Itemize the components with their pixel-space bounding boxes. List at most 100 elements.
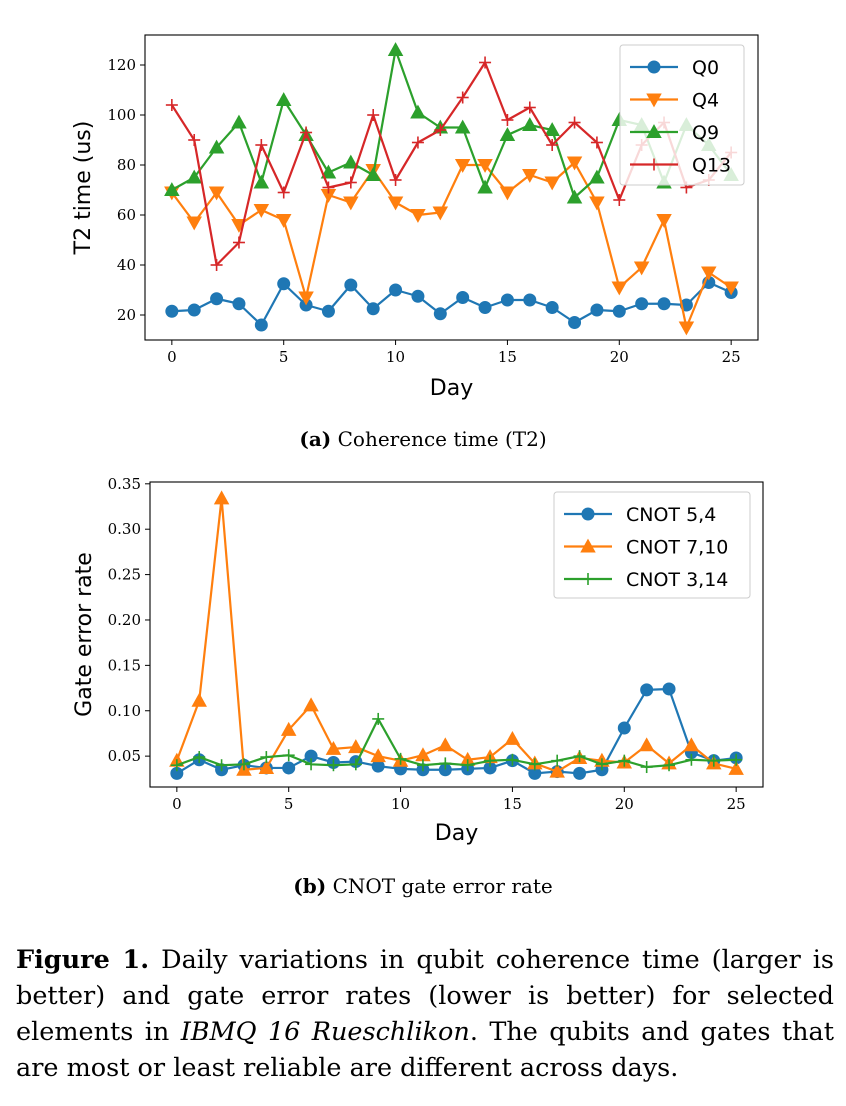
chartb-data-point <box>416 759 429 772</box>
charta-data-point <box>499 186 516 201</box>
charta-data-point <box>210 259 223 271</box>
chartb-plot-frame <box>149 481 764 788</box>
charta-data-point <box>477 158 493 173</box>
chartb-data-point <box>461 759 474 772</box>
charta-data-point <box>255 139 268 151</box>
charta-data-point <box>387 196 404 211</box>
chartb-data-point <box>327 759 340 772</box>
charta-data-point <box>566 156 583 171</box>
charta-series-q0 <box>165 276 738 332</box>
chartb-legend: CNOT 5,4 CNOT 7,10 CNOT 3,14 <box>553 491 751 599</box>
charta-xtick-label: 10 <box>386 348 405 366</box>
charta-data-point <box>298 291 314 306</box>
chartb-data-point <box>170 759 183 772</box>
chartb-legend-box <box>553 491 751 599</box>
chartb-data-point <box>640 761 653 774</box>
chartb-ytick-label: 0.35 <box>108 475 141 493</box>
chartb-series-line <box>176 717 737 769</box>
charta-data-point <box>344 278 358 292</box>
chartb-xtick-label: 5 <box>284 795 294 813</box>
charta-data-point <box>365 167 381 182</box>
charta-data-point <box>411 289 425 303</box>
figure-caption-text2: . The qubits and gates that are most or … <box>16 1017 835 1083</box>
charta-legend-label: Q9 <box>692 122 719 144</box>
charta-data-point <box>456 91 469 104</box>
charta-data-point <box>589 196 605 211</box>
chartb-legend-marker <box>580 538 596 553</box>
charta-legend-marker <box>646 93 662 108</box>
charta-data-point <box>477 179 493 194</box>
charta-data-point <box>589 169 605 184</box>
charta-data-point <box>544 122 560 137</box>
charta-data-point <box>633 261 650 276</box>
charta-data-point <box>499 127 516 142</box>
chart-b: 0 5 10 15 20 25 0.05 0.10 0.15 0.20 0.25 0.30 0.35 Da… <box>72 475 764 846</box>
chartb-ytick-label: 0.05 <box>108 747 141 765</box>
charta-data-point <box>411 136 424 149</box>
charta-ytick-label: 60 <box>117 206 136 224</box>
charta-ytick-label: 120 <box>107 56 136 74</box>
chartb-data-point <box>348 739 364 754</box>
charta-ytick-label: 80 <box>117 156 136 174</box>
chartb-data-point <box>437 737 454 752</box>
charta-data-point <box>522 117 538 132</box>
charta-data-point <box>566 189 583 204</box>
charta-data-point <box>723 281 739 296</box>
charta-data-point <box>322 181 335 194</box>
chartb-data-point <box>573 750 586 763</box>
charta-data-point <box>432 206 449 221</box>
charta-legend-label: Q0 <box>692 57 719 79</box>
charta-data-point <box>434 124 447 136</box>
chartb-data-point <box>305 758 318 771</box>
charta-data-point <box>253 174 270 189</box>
chartb-xlabel: Day <box>435 821 478 846</box>
charta-data-point <box>275 92 292 107</box>
chartb-xtick-label: 15 <box>503 795 522 813</box>
charta-legend-marker <box>648 158 660 171</box>
chart-a: 0 5 10 15 20 25 20 40 60 80 100 120 Day T2 time (us) Q… <box>71 34 759 401</box>
chartb-xtick-label: 25 <box>727 795 746 813</box>
chartb-data-point <box>685 753 698 766</box>
charta-ytick-label: 20 <box>117 306 136 324</box>
charta-data-point <box>544 176 560 191</box>
charta-data-point <box>678 321 695 336</box>
chartb-data-point <box>551 754 564 767</box>
charta-ylabel: T2 time (us) <box>71 121 96 256</box>
charta-data-point <box>186 216 202 231</box>
figure-caption-text1: Daily variations in qubit coherence time… <box>16 945 834 1047</box>
charta-xtick-label: 20 <box>610 348 629 366</box>
charta-data-point <box>478 301 492 314</box>
figure-caption-label: Figure 1. <box>16 945 150 975</box>
chartb-data-point <box>237 758 250 771</box>
charta-data-point <box>321 304 335 318</box>
charta-data-point <box>300 126 313 139</box>
chartb-data-point <box>370 748 386 763</box>
chartb-data-point <box>640 683 654 697</box>
chartb-data-point <box>528 758 541 771</box>
charta-data-point <box>410 208 426 223</box>
chartb-data-point <box>191 692 207 707</box>
charta-data-point <box>232 297 246 311</box>
subcaption-b: (b) CNOT gate error rate <box>0 874 846 898</box>
chartb-data-point <box>349 758 362 771</box>
chartb-data-point <box>707 754 720 767</box>
charta-data-point <box>546 139 559 151</box>
charta-data-point <box>523 293 537 307</box>
charta-data-point <box>456 291 470 304</box>
charta-data-point <box>479 56 492 69</box>
charta-data-point <box>433 307 447 321</box>
chartb-data-point <box>258 760 275 774</box>
charta-data-point <box>343 196 359 211</box>
charta-xtick-label: 0 <box>167 348 177 366</box>
charta-data-point <box>366 302 380 316</box>
chartb-data-point <box>394 752 407 765</box>
charta-data-point <box>367 109 380 121</box>
charta-data-point <box>253 203 270 218</box>
charta-data-point <box>613 194 626 206</box>
charta-xtick-label: 15 <box>498 348 517 366</box>
chartb-data-point <box>506 753 519 766</box>
chartb-data-point <box>504 730 521 745</box>
charta-data-point <box>165 99 178 111</box>
charta-data-point <box>254 318 268 332</box>
chartb-data-point <box>193 751 206 764</box>
